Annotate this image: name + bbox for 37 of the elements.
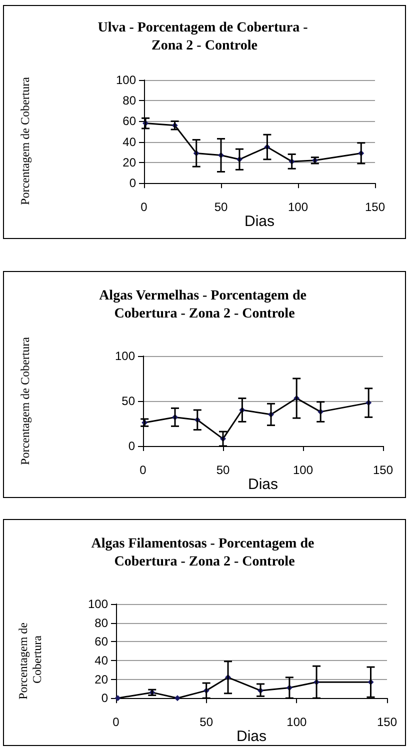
y-tick-label: 100: [116, 73, 136, 87]
x-tick-label: 150: [364, 200, 386, 214]
y-tick-label: 80: [122, 94, 136, 108]
x-tick-label: 50: [200, 715, 214, 730]
y-axis-title: Porcentagem de Cobertura: [16, 620, 44, 700]
x-tick-label: 50: [216, 463, 230, 477]
x-tick-label: 100: [286, 715, 307, 730]
x-axis-title: Dias: [236, 728, 267, 745]
x-tick-label: 150: [376, 715, 398, 730]
point: [114, 695, 121, 702]
y-axis-title: Porcentagem de Cobertura: [18, 76, 32, 205]
chart-title: Algas Vermelhas - Porcentagem de Cobertura - Zona 2 - Controle: [99, 288, 310, 322]
y-tick-label: 60: [94, 634, 108, 649]
y-tick-label: 80: [94, 616, 108, 630]
y-tick-label: 40: [122, 134, 136, 149]
y-tick-label: 20: [122, 155, 136, 170]
x-tick-label: 100: [288, 200, 308, 214]
y-tick-label: 60: [122, 114, 136, 128]
y-tick-label: 0: [129, 176, 136, 190]
x-axis-title: Dias: [244, 213, 275, 230]
y-tick-label: 100: [114, 349, 136, 363]
y-axis-title: Porcentagem de Cobertura: [18, 336, 32, 465]
y-tick-label: 0: [128, 439, 136, 453]
y-tick-label: 100: [88, 597, 108, 611]
x-tick-label: 0: [140, 463, 147, 477]
y-tick-label: 20: [94, 672, 108, 686]
x-axis-title: Dias: [248, 476, 278, 493]
chart-title: Algas Filamentosas - Porcentagem de Cobertura - Zona 2 - Controle: [91, 536, 318, 570]
y-tick-label: 50: [122, 394, 136, 408]
x-tick-label: 50: [214, 200, 228, 214]
chart-title: Ulva - Porcentagem de Cobertura - Zona 2 - Controle: [98, 20, 312, 54]
point: [174, 695, 180, 702]
x-tick-label: 100: [292, 463, 314, 477]
y-tick-label: 40: [94, 653, 108, 668]
x-tick-label: 150: [372, 463, 394, 477]
x-tick-label: 0: [140, 200, 148, 214]
y-tick-label: 0: [101, 691, 108, 706]
